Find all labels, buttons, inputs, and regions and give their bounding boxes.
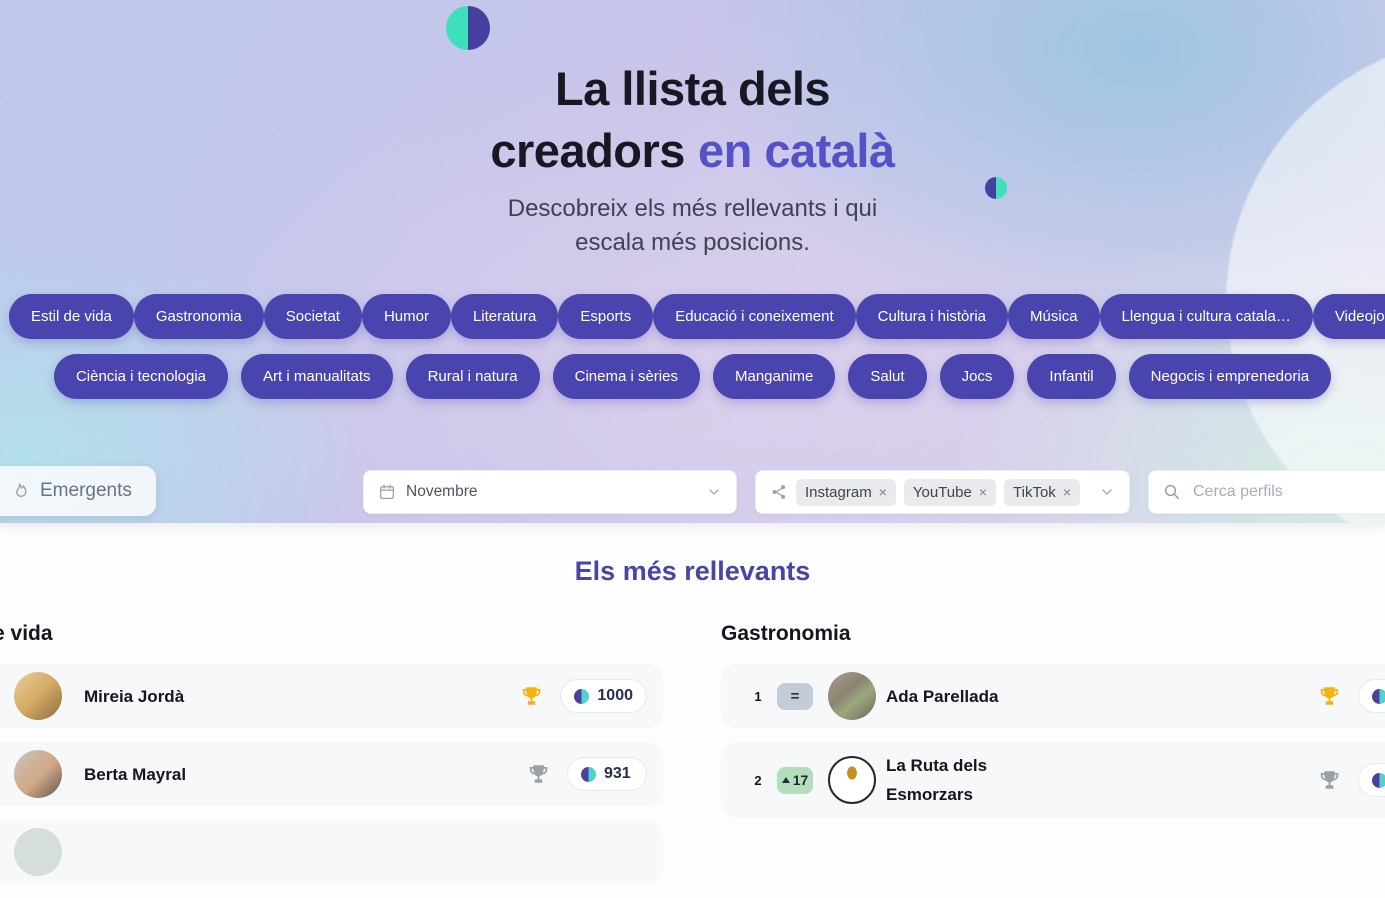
creator-row[interactable]: Mireia Jordà 1000 xyxy=(0,664,663,728)
category-pill-infantil[interactable]: Infantil xyxy=(1027,354,1116,399)
row-end: 931 xyxy=(528,757,647,791)
category-pills-row1: Estil de vida Gastronomia Societat Humor… xyxy=(9,294,1385,339)
creator-row[interactable]: 1 = Ada Parellada xyxy=(721,664,1385,728)
platform-tag-label: TikTok xyxy=(1013,483,1056,501)
emergents-label: Emergents xyxy=(40,480,132,501)
page-subtitle-line1: Descobreix els més rellevants i qui xyxy=(507,195,878,222)
creator-name: La Ruta dels Esmorzars xyxy=(886,756,988,804)
brand-logo-icon xyxy=(446,6,490,50)
category-pill-cultura-historia[interactable]: Cultura i història xyxy=(855,294,1009,339)
category-pill-art-manualitats[interactable]: Art i manualitats xyxy=(241,354,393,399)
category-pill-videojocs[interactable]: Videojocs xyxy=(1312,294,1385,339)
emergents-button[interactable]: Emergents xyxy=(0,466,156,516)
trophy-gold-icon xyxy=(523,687,541,705)
chevron-down-icon xyxy=(1102,489,1112,495)
category-pill-salut[interactable]: Salut xyxy=(848,354,927,399)
score-badge: 1000 xyxy=(560,679,647,713)
rank-change-same-badge: = xyxy=(777,682,813,710)
rank-change-up-badge: 17 xyxy=(777,766,813,794)
category-pill-jocs[interactable]: Jocs xyxy=(939,354,1015,399)
category-pill-negocis[interactable]: Negocis i emprenedoria xyxy=(1128,354,1332,399)
score-badge xyxy=(1358,763,1385,797)
brand-mini-logo-icon xyxy=(1372,688,1385,704)
page-subtitle-line2: escala més posicions. xyxy=(575,229,810,256)
category-pill-ciencia-tecnologia[interactable]: Ciència i tecnologia xyxy=(53,354,229,399)
platform-tag-tiktok[interactable]: TikTok × xyxy=(1004,478,1080,506)
chevron-down-icon xyxy=(709,489,719,495)
brand-mini-logo-icon xyxy=(581,766,596,782)
creator-name: Ada Parellada xyxy=(886,686,999,706)
creator-name: Berta Mayral xyxy=(84,764,187,784)
rank-change-value: = xyxy=(790,687,800,705)
row-end xyxy=(1319,679,1385,713)
score-value: 1000 xyxy=(597,687,633,704)
page-title-line2: creadors xyxy=(490,124,685,177)
column-estil-de-vida: Estil de vida Mireia Jordà 1000 Berta Ma… xyxy=(0,622,663,898)
flame-icon xyxy=(15,482,27,497)
search-icon xyxy=(1164,484,1180,500)
creator-row[interactable]: Berta Mayral 931 xyxy=(0,742,663,806)
category-pills-row2: Ciència i tecnologia Art i manualitats R… xyxy=(9,354,1376,399)
trophy-gray-icon xyxy=(529,765,548,783)
score-value: 931 xyxy=(604,765,631,782)
trophy-gold-icon xyxy=(1320,687,1339,705)
category-pill-estil-de-vida[interactable]: Estil de vida xyxy=(9,294,134,339)
trophy-gray-icon xyxy=(1320,771,1339,789)
rank-number: 2 xyxy=(754,772,762,788)
calendar-icon xyxy=(379,484,395,500)
category-pill-rural-natura[interactable]: Rural i natura xyxy=(405,354,540,399)
platform-tag-instagram[interactable]: Instagram × xyxy=(796,478,896,506)
creator-row-partial[interactable] xyxy=(0,820,663,884)
remove-tag-icon[interactable]: × xyxy=(878,484,887,500)
column-header: Estil de vida xyxy=(0,622,53,645)
rank-change-value: 17 xyxy=(792,772,809,788)
brand-mini-logo-icon xyxy=(574,688,590,704)
category-pill-llengua-cultura[interactable]: Llengua i cultura catala… xyxy=(1099,294,1313,339)
column-gastronomia: Gastronomia 1 = Ada Parellada 2 17 La Ru… xyxy=(721,622,1385,832)
month-select-value: Novembre xyxy=(406,483,478,500)
avatar xyxy=(828,672,876,720)
search-input[interactable] xyxy=(1191,482,1385,502)
avatar xyxy=(14,750,62,798)
category-pill-humor[interactable]: Humor xyxy=(361,294,451,339)
hero-section: La llista dels creadors en català Descobr… xyxy=(0,0,1385,523)
category-pill-manganime[interactable]: Manganime xyxy=(712,354,836,399)
remove-tag-icon[interactable]: × xyxy=(1062,484,1071,500)
page-subtitle: Descobreix els més rellevants i qui esca… xyxy=(0,192,1385,260)
remove-tag-icon[interactable]: × xyxy=(978,484,988,500)
creator-row[interactable]: 2 17 La Ruta dels Esmorzars xyxy=(721,742,1385,818)
page-title-line1: La llista dels xyxy=(554,62,831,115)
score-badge: 931 xyxy=(567,757,647,791)
score-badge xyxy=(1358,679,1385,713)
platform-tag-youtube[interactable]: YouTube × xyxy=(903,478,997,506)
relevants-section-title: Els més rellevants xyxy=(574,556,811,586)
triangle-up-icon xyxy=(781,777,790,783)
platform-multiselect[interactable]: Instagram × YouTube × TikTok × xyxy=(755,470,1130,514)
page-title-highlight: en català xyxy=(697,124,895,177)
page-title: La llista dels creadors en català xyxy=(0,58,1385,182)
category-pill-literatura[interactable]: Literatura xyxy=(450,294,559,339)
brand-mini-logo-icon xyxy=(1372,772,1385,788)
month-select[interactable]: Novembre xyxy=(363,470,737,514)
column-header: Gastronomia xyxy=(721,622,851,645)
platform-tag-label: YouTube xyxy=(912,483,972,501)
platform-tag-label: Instagram xyxy=(805,483,872,501)
category-pill-esports[interactable]: Esports xyxy=(558,294,654,339)
row-end xyxy=(1319,763,1385,797)
category-pill-musica[interactable]: Música xyxy=(1008,294,1100,339)
category-pill-societat[interactable]: Societat xyxy=(263,294,362,339)
row-end: 1000 xyxy=(521,679,647,713)
search-container xyxy=(1148,470,1385,514)
category-pill-cinema-series[interactable]: Cinema i sèries xyxy=(552,354,700,399)
category-pill-educacio[interactable]: Educació i coneixement xyxy=(653,294,856,339)
category-pill-gastronomia[interactable]: Gastronomia xyxy=(133,294,264,339)
avatar xyxy=(14,828,62,876)
creator-name: Mireia Jordà xyxy=(84,686,185,706)
avatar xyxy=(14,672,62,720)
decorative-circle-icon xyxy=(985,177,1007,199)
rank-number: 1 xyxy=(754,688,762,704)
share-nodes-icon xyxy=(772,485,786,499)
avatar xyxy=(828,756,876,804)
